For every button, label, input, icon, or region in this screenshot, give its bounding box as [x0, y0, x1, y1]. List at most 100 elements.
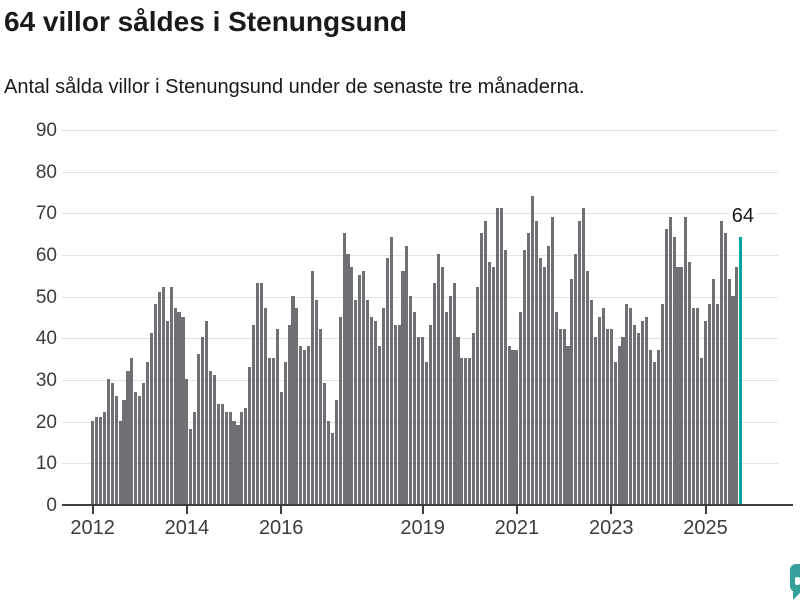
bar [515, 349, 519, 504]
bar [432, 283, 436, 504]
x-axis-label-2014: 2014 [164, 517, 210, 539]
bar [240, 412, 244, 504]
bar [711, 279, 715, 504]
bar [197, 354, 201, 504]
bar [220, 404, 224, 504]
bar [216, 404, 220, 504]
bar [715, 304, 719, 504]
bar [440, 266, 444, 504]
bar [228, 412, 232, 504]
x-axis-label-2016: 2016 [258, 517, 304, 539]
bar [405, 245, 409, 504]
bar [625, 304, 629, 504]
bar [660, 304, 664, 504]
bar [307, 345, 311, 504]
chart-title: 64 villor såldes i Stenungsund [4, 6, 407, 37]
bar [142, 383, 146, 504]
bar [641, 320, 645, 504]
y-axis-label-30: 30 [35, 370, 57, 391]
bar [692, 308, 696, 504]
bar [153, 304, 157, 504]
y-axis-label-80: 80 [35, 161, 57, 183]
bar [719, 220, 723, 504]
bar [248, 366, 252, 504]
bar [259, 283, 264, 504]
bar [613, 362, 617, 504]
bar [629, 308, 633, 504]
logo-speech-tail [793, 591, 800, 600]
bar [609, 329, 613, 504]
bar [201, 337, 205, 504]
bar [256, 283, 260, 504]
bar [546, 245, 550, 504]
bar [523, 249, 527, 504]
bar [558, 329, 562, 504]
bar [91, 420, 95, 504]
bar [476, 287, 480, 504]
bar [134, 391, 138, 504]
bar [244, 408, 248, 504]
bar [94, 416, 99, 504]
bar [538, 258, 543, 504]
bar [472, 333, 476, 504]
x-axis-tick-2025 [704, 506, 707, 514]
bar [181, 316, 185, 504]
bar [114, 395, 118, 504]
bar [283, 362, 287, 504]
bar [118, 420, 122, 504]
bar [189, 429, 193, 504]
bar [487, 262, 491, 504]
bar [562, 329, 566, 504]
x-axis-label-2025: 2025 [683, 517, 728, 539]
y-axis-label-70: 70 [35, 203, 57, 225]
bar [413, 312, 417, 504]
bar [362, 270, 366, 504]
bar [597, 316, 601, 504]
x-axis-label-2019: 2019 [400, 517, 445, 539]
bar [507, 345, 511, 504]
bar [570, 279, 574, 504]
bar [519, 312, 523, 504]
bar [428, 324, 433, 504]
bar [377, 345, 381, 504]
bar [334, 399, 338, 504]
bar [531, 195, 535, 504]
bar [287, 324, 291, 504]
x-axis-label-2021: 2021 [494, 517, 540, 539]
bar [578, 220, 582, 504]
y-axis-label-50: 50 [35, 286, 57, 308]
bar [554, 312, 558, 504]
bar [165, 320, 169, 504]
bar [291, 295, 295, 504]
bar [393, 324, 397, 504]
bar [338, 316, 342, 504]
y-axis-label-20: 20 [35, 411, 57, 433]
bar [267, 358, 271, 504]
bar [452, 283, 456, 504]
bar [354, 299, 358, 504]
bar [299, 345, 303, 504]
bar [621, 337, 625, 504]
bar [480, 233, 484, 504]
bar [574, 254, 578, 504]
bar [236, 424, 240, 504]
bar [303, 349, 307, 504]
bar [279, 391, 283, 504]
bar [381, 308, 385, 504]
bar [688, 262, 692, 504]
bar [106, 379, 110, 504]
newsworthy-logo-icon [790, 564, 800, 600]
bar [389, 237, 393, 504]
bar [444, 312, 448, 504]
bar [542, 266, 546, 504]
bar [680, 266, 684, 504]
chart-subtitle: Antal sålda villor i Stenungsund under d… [4, 76, 585, 98]
bar [664, 229, 668, 504]
bar [696, 308, 700, 504]
bar [204, 320, 209, 504]
bar [593, 337, 598, 504]
bar [252, 324, 256, 504]
bar [491, 266, 495, 504]
bar [346, 254, 350, 504]
